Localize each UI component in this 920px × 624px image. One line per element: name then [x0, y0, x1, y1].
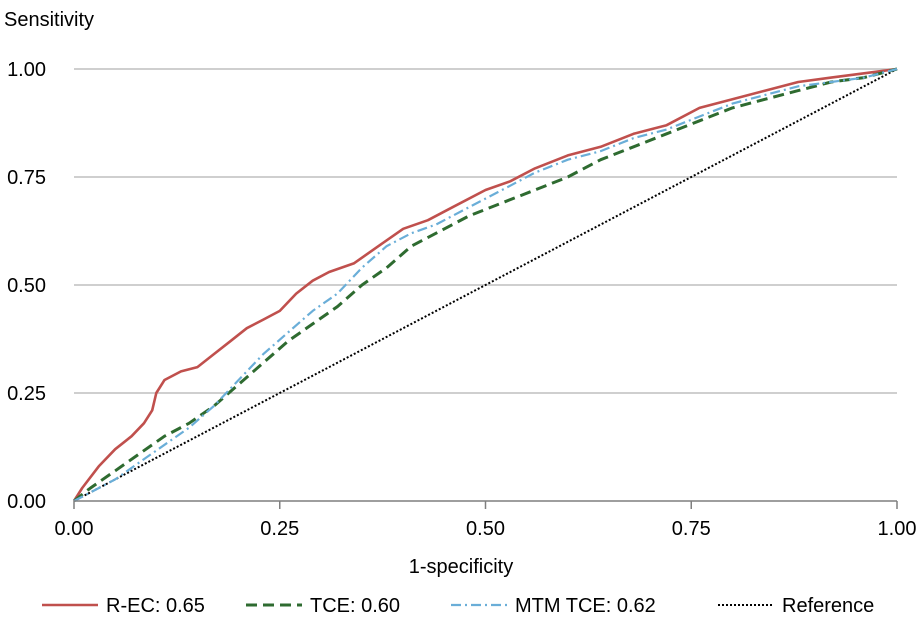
legend: R-EC: 0.65 TCE: 0.60 MTM TCE: 0.62 Referenc… [42, 595, 874, 617]
y-tick-labels: 0.00 0.25 0.50 0.75 1.00 [7, 59, 46, 513]
legend-label: Reference [782, 595, 874, 617]
y-tick-label: 1.00 [7, 59, 46, 81]
x-tick-label: 0.50 [466, 518, 505, 540]
y-axis-label: Sensitivity [4, 9, 94, 31]
y-tick-label: 0.50 [7, 275, 46, 297]
x-tick-label: 0.25 [260, 518, 299, 540]
x-tick-labels: 0.00 0.25 0.50 0.75 1.00 [55, 518, 917, 540]
series-line [72, 67, 898, 502]
legend-label: MTM TCE: 0.62 [515, 595, 656, 617]
series-line [73, 67, 898, 502]
series-lines [72, 67, 898, 503]
legend-label: TCE: 0.60 [310, 595, 400, 617]
series-line [73, 68, 898, 502]
x-axis-label: 1-specificity [409, 556, 513, 578]
legend-label: R-EC: 0.65 [106, 595, 205, 617]
y-tick-label: 0.75 [7, 167, 46, 189]
reference-series [73, 68, 898, 502]
x-tick-label: 1.00 [878, 518, 917, 540]
y-tick-label: 0.25 [7, 383, 46, 405]
x-tick-label: 0.75 [672, 518, 711, 540]
axes [73, 500, 898, 509]
y-tick-label: 0.00 [7, 491, 46, 513]
x-tick-label: 0.00 [55, 518, 94, 540]
gridlines [74, 68, 897, 394]
